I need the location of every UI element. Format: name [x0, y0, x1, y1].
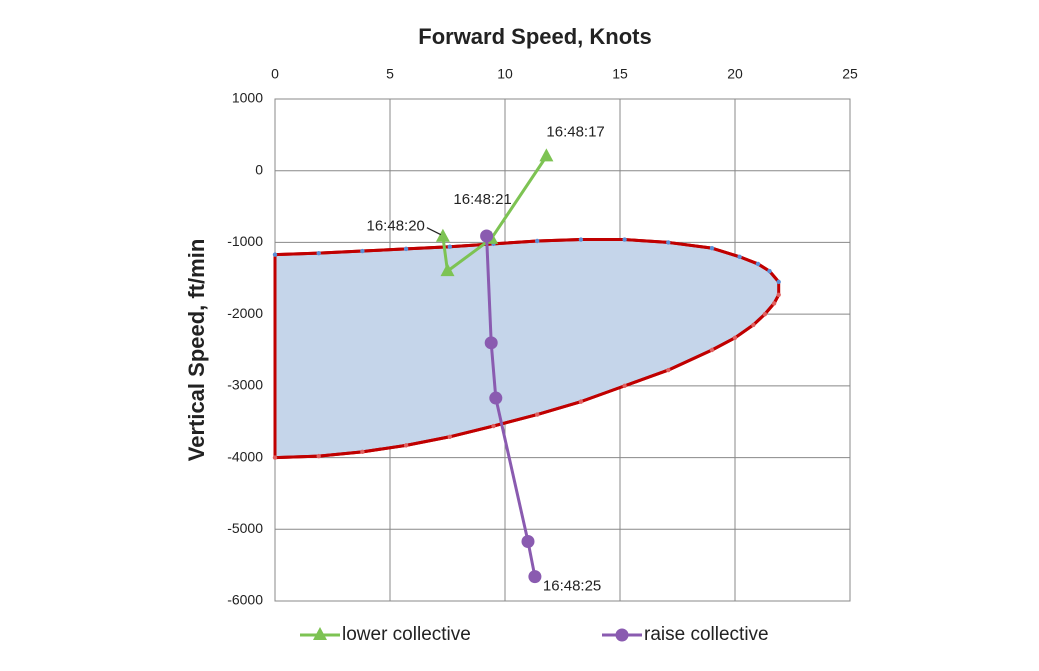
marker [732, 335, 738, 341]
marker [535, 412, 540, 417]
x-tick-label: 5 [386, 66, 394, 82]
y-tick-label: -6000 [227, 592, 263, 608]
marker [776, 279, 781, 285]
marker [272, 252, 278, 257]
marker [403, 443, 409, 448]
x-tick-label: 25 [842, 66, 858, 82]
marker [447, 244, 452, 249]
marker [491, 423, 496, 429]
annotation-arrow [426, 227, 442, 236]
marker [539, 148, 554, 162]
marker [762, 311, 768, 317]
y-tick-label: -3000 [227, 377, 263, 393]
marker [528, 570, 542, 584]
y-tick-label: -2000 [227, 305, 263, 321]
y-axis-label: Vertical Speed, ft/min [184, 239, 209, 462]
series-line [441, 155, 548, 273]
annotation: 16:48:20 [367, 218, 425, 235]
annotation: 16:48:17 [546, 123, 604, 140]
y-tick-label: 1000 [232, 90, 263, 106]
legend-label: lower collective [342, 624, 471, 645]
y-tick-label: -4000 [227, 448, 263, 464]
marker [709, 245, 715, 251]
marker [316, 453, 321, 459]
marker [489, 391, 503, 405]
legend-marker [615, 628, 629, 642]
marker [751, 322, 756, 328]
legend-label: raise collective [644, 624, 769, 645]
series [272, 292, 781, 460]
marker [447, 434, 452, 439]
marker [403, 246, 409, 252]
marker [776, 292, 781, 297]
marker [767, 268, 772, 274]
marker [435, 228, 450, 242]
x-tick-label: 20 [727, 66, 743, 82]
marker [622, 383, 627, 389]
y-tick-label: -5000 [227, 520, 263, 536]
marker [578, 399, 584, 404]
marker [709, 347, 715, 353]
marker [535, 238, 540, 244]
marker [666, 240, 671, 245]
marker [272, 455, 278, 460]
marker [755, 261, 761, 267]
x-tick-label: 0 [271, 66, 279, 82]
legend-marker [313, 627, 327, 640]
marker [316, 250, 321, 256]
envelope-area [273, 238, 781, 460]
marker [440, 263, 455, 277]
marker [737, 254, 742, 259]
series [480, 229, 542, 584]
series [272, 237, 781, 285]
annotation: 16:48:21 [453, 191, 511, 208]
y-tick-label: -1000 [227, 233, 263, 249]
marker [360, 248, 365, 254]
y-tick-label: 0 [255, 161, 263, 177]
marker [484, 336, 498, 350]
chart-title: Forward Speed, Knots [418, 24, 651, 49]
marker [578, 237, 584, 242]
marker [360, 449, 365, 455]
marker [622, 237, 627, 242]
legend: lower collective raise collective [300, 624, 769, 645]
annotation: 16:48:25 [543, 578, 601, 595]
x-tick-label: 10 [497, 66, 513, 82]
marker [480, 229, 494, 243]
marker [521, 534, 535, 548]
series-line [274, 294, 781, 460]
x-tick-label: 15 [612, 66, 628, 82]
marker [771, 301, 777, 306]
marker [666, 367, 671, 373]
